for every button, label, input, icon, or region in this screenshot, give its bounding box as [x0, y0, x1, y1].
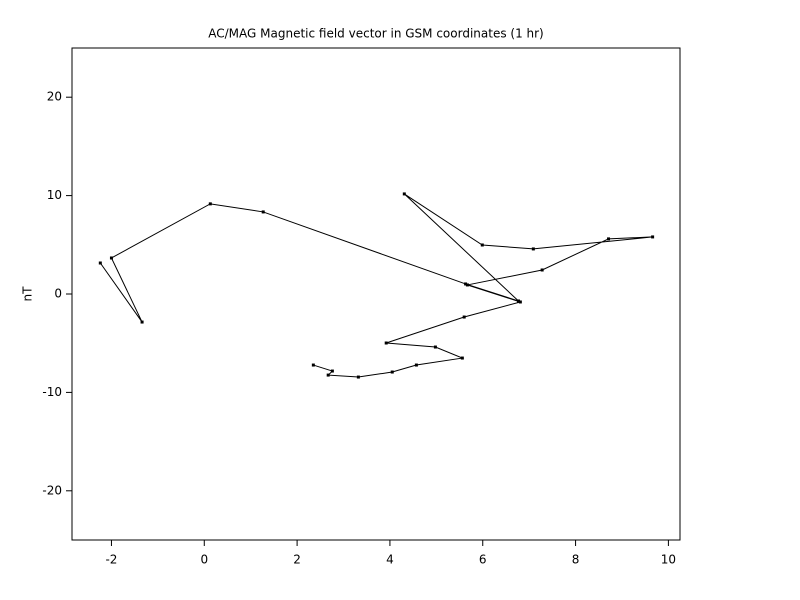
data-point [330, 369, 334, 373]
x-tick-label: 0 [200, 553, 208, 567]
chart-title: AC/MAG Magnetic field vector in GSM coor… [208, 27, 544, 41]
x-tick-label: 4 [386, 553, 394, 567]
data-point [540, 268, 544, 272]
data-point [480, 243, 484, 247]
data-point [462, 315, 466, 319]
x-tick-label: 6 [479, 553, 487, 567]
y-tick-label: -20 [42, 483, 62, 497]
data-point [607, 237, 611, 241]
y-tick-label: 10 [47, 188, 62, 202]
data-point [311, 363, 315, 367]
data-point [261, 210, 265, 214]
x-tick-label: 8 [572, 553, 580, 567]
data-point [356, 375, 360, 379]
y-tick-label: -10 [42, 385, 62, 399]
y-axis-label: nT [21, 286, 35, 302]
x-tick-label: 10 [661, 553, 676, 567]
data-point [460, 356, 464, 360]
data-point [516, 299, 520, 303]
data-point [465, 283, 469, 287]
plot-frame [71, 47, 681, 541]
data-point [518, 300, 522, 304]
data-point [390, 370, 394, 374]
data-point [384, 341, 388, 345]
x-tick-label: -2 [105, 553, 117, 567]
data-line [99, 193, 653, 378]
data-point [402, 192, 406, 196]
data-point [464, 282, 468, 286]
y-tick-label: 20 [47, 90, 62, 104]
data-point [326, 373, 330, 377]
data-point [531, 247, 535, 251]
data-point [414, 363, 418, 367]
data-point [98, 261, 102, 265]
data-point [109, 256, 113, 260]
y-tick-label: 0 [54, 287, 62, 301]
data-point [651, 235, 655, 239]
x-tick-label: 2 [293, 553, 301, 567]
data-point [433, 345, 437, 349]
data-point [208, 202, 212, 206]
data-point [140, 320, 144, 324]
